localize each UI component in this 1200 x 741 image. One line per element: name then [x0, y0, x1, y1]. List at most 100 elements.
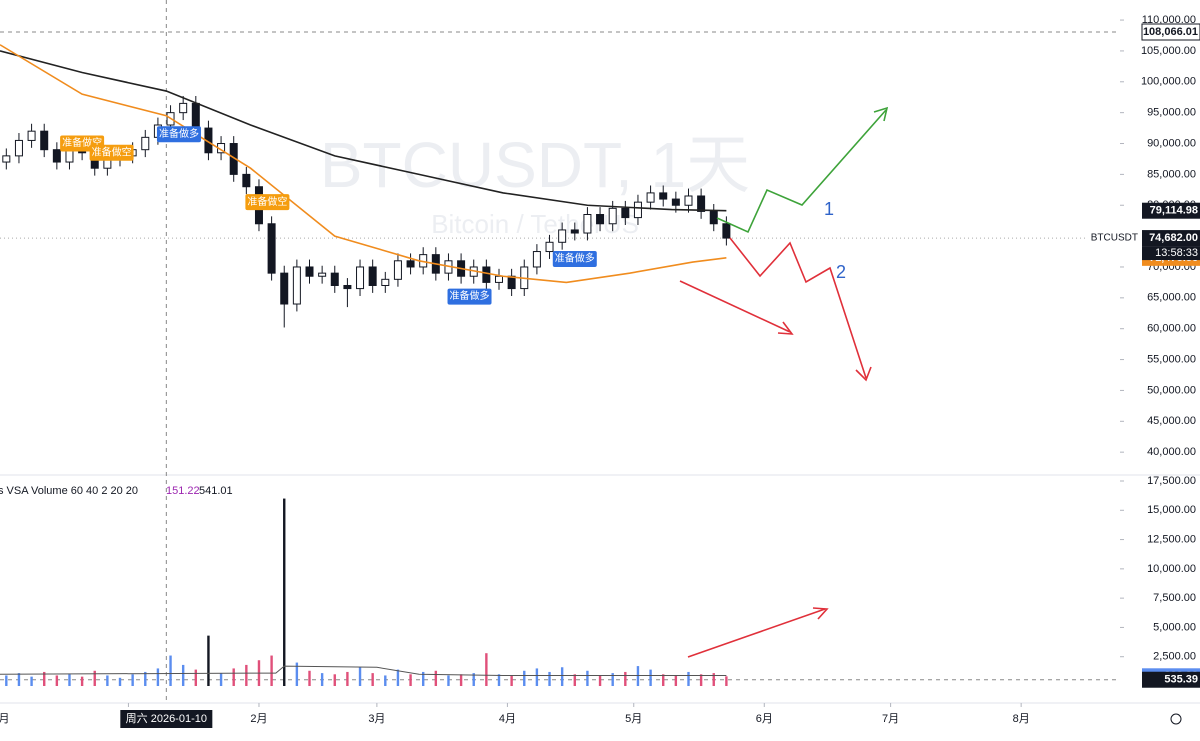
- candle-body: [343, 284, 352, 290]
- volume-bar: [245, 664, 248, 686]
- signal-box: [89, 144, 134, 161]
- candle-body: [684, 195, 693, 206]
- volume-bar: [649, 669, 652, 686]
- volume-bar: [396, 669, 400, 686]
- candle-body: [280, 272, 289, 305]
- candle-body: [14, 139, 23, 157]
- crosshair-label: 周六 2026-01-10: [126, 712, 207, 725]
- volume-bar: [497, 674, 501, 686]
- signal-box: [552, 250, 597, 267]
- y-tick-label: 17,500.00: [1147, 475, 1196, 487]
- candle-body: [507, 275, 516, 290]
- candle-body: [722, 223, 731, 239]
- candle-body: [27, 130, 36, 141]
- symbol-box: [1088, 230, 1140, 247]
- y-tick-label: 90,000.00: [1147, 137, 1196, 149]
- indicator-value: 151.22: [166, 485, 200, 497]
- candle-body: [356, 266, 365, 290]
- signal-label: 准备做空: [247, 195, 287, 208]
- candle-body: [532, 251, 541, 268]
- volume-bar: [320, 673, 324, 686]
- candle-body: [545, 241, 554, 253]
- candle-body: [229, 143, 238, 175]
- red-arrow: [729, 237, 867, 379]
- volume-bar: [55, 675, 59, 686]
- settings-icon[interactable]: [1170, 713, 1182, 725]
- candle-body: [393, 260, 402, 280]
- y-tick-label: 10,000.00: [1147, 563, 1196, 575]
- price-label-box: [1142, 230, 1200, 247]
- volume-bar: [485, 653, 488, 686]
- volume-bar: [636, 666, 640, 686]
- volume-bar: [333, 674, 336, 686]
- scenario-label: 1: [824, 199, 834, 219]
- candle-body: [558, 229, 567, 243]
- volume-bar: [674, 675, 678, 686]
- watermark-title: BTCUSDT, 1天: [320, 129, 750, 201]
- volume-bar: [156, 668, 160, 686]
- x-tick-label: 7月: [882, 713, 899, 725]
- y-tick-label: 12,500.00: [1147, 533, 1196, 545]
- candle-body: [621, 207, 630, 219]
- candle-body: [179, 102, 188, 114]
- volume-bar: [181, 664, 185, 686]
- y-tick-label: 65,000.00: [1147, 292, 1196, 304]
- red-arrowhead: [812, 607, 829, 620]
- volume-bar: [472, 673, 475, 686]
- candle-body: [191, 102, 200, 129]
- candle-body: [633, 201, 642, 219]
- volume-bar: [384, 675, 387, 686]
- x-tick-label: 8月: [1013, 713, 1030, 725]
- signal-label: 准备做多: [159, 127, 199, 140]
- indicator-value: 541.01: [199, 485, 233, 497]
- volume-bar: [573, 674, 576, 686]
- x-tick-label: 2月: [250, 713, 267, 725]
- volume-bar: [662, 674, 665, 686]
- candle-body: [608, 207, 617, 225]
- candle-body: [292, 266, 301, 305]
- volume-bar: [118, 677, 122, 686]
- volume-bar: [283, 498, 286, 686]
- candle-body: [318, 272, 327, 277]
- y-tick-label: 5,000.00: [1153, 621, 1196, 633]
- candle-body: [52, 149, 61, 163]
- y-tick-label: 55,000.00: [1147, 353, 1196, 365]
- volume-bar: [447, 675, 450, 686]
- red-arrow: [679, 280, 791, 333]
- signal-label: 准备做多: [450, 289, 490, 302]
- candle-body: [646, 192, 655, 203]
- volume-bar: [207, 635, 210, 686]
- y-tick-label: 60,000.00: [1147, 323, 1196, 335]
- volume-bar: [5, 675, 8, 686]
- candle-body: [482, 266, 491, 283]
- volume-bar: [144, 671, 147, 686]
- volume-bar: [68, 674, 71, 686]
- x-tick-label: 4月: [499, 713, 516, 725]
- y-tick-label: 50,000.00: [1147, 384, 1196, 396]
- moving-average: [0, 44, 727, 284]
- volume-bar: [586, 670, 589, 686]
- candle-body: [406, 260, 415, 268]
- signal-box: [447, 288, 492, 305]
- volume-bar: [510, 675, 513, 686]
- price-label: 79,114.98: [1150, 205, 1198, 217]
- candle-body: [381, 278, 390, 286]
- watermark-subtitle: Bitcoin / TetherUS: [431, 209, 639, 239]
- signal-label: 准备做空: [92, 145, 132, 158]
- volume-bar: [80, 676, 84, 686]
- candle-body: [40, 130, 49, 151]
- x-tick-label: 5月: [625, 713, 642, 725]
- x-tick-label: 6月: [756, 713, 773, 725]
- volume-bar: [687, 671, 690, 686]
- volume-bar: [93, 670, 96, 686]
- scenario-label: 2: [836, 262, 846, 282]
- price-label-box: [1142, 671, 1200, 688]
- volume-bar: [611, 673, 614, 686]
- candle-body: [141, 136, 150, 151]
- volume-bar: [219, 673, 223, 686]
- candle-body: [494, 275, 503, 283]
